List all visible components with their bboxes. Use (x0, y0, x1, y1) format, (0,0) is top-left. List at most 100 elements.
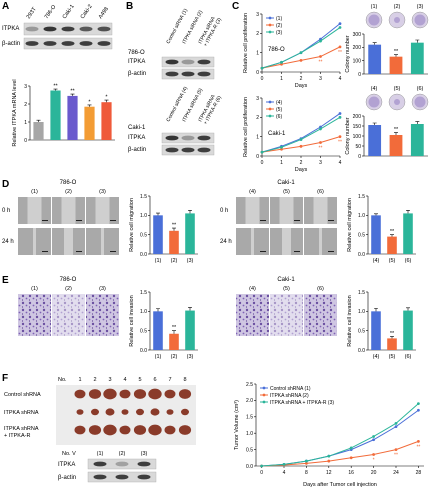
tumor (133, 389, 147, 399)
bar (368, 44, 382, 74)
y-tick-label: 150 (353, 124, 362, 130)
row-label: 0 h (2, 208, 10, 214)
x-tick-label: 1 (280, 76, 283, 82)
tumor (119, 389, 131, 399)
y-tick-label: 0.5 (140, 232, 147, 238)
tumor (164, 425, 176, 435)
y-tick-label: 0 (256, 154, 259, 160)
y-tick-label: 0 (256, 70, 259, 76)
tumor (121, 409, 129, 415)
image-label: (3) (99, 286, 106, 292)
tumor (74, 389, 86, 399)
panel-letter: C (232, 1, 239, 12)
legend-label: (6) (276, 114, 282, 120)
blot-band (137, 474, 151, 480)
blot-column-label: Caki-1 (62, 4, 76, 20)
x-tick-label: 28 (416, 470, 422, 476)
x-tick-label: 0 (261, 76, 264, 82)
bar (185, 310, 195, 350)
blot-row-label: ITPKA (128, 59, 145, 65)
tumor-number: 6 (153, 377, 156, 383)
bar (67, 95, 78, 140)
marker (260, 66, 264, 70)
y-axis-label: Relative ITPKA mRNA level (12, 79, 18, 146)
panel-letter: D (2, 179, 9, 190)
y-tick-label: 0.0 (140, 252, 147, 258)
y-tick-label: 0.0 (358, 252, 365, 258)
significance: ** (70, 89, 75, 95)
blot-band (25, 26, 39, 32)
error-bar (374, 307, 378, 312)
colony-spots (368, 96, 380, 108)
blot-band (165, 135, 179, 141)
scale-bar (42, 251, 48, 252)
blot-band (115, 474, 129, 480)
y-axis-label: Relative cell migration (347, 198, 353, 252)
marker (319, 37, 322, 41)
x-tick-label: 4 (339, 76, 342, 82)
legend-label: (5) (276, 107, 282, 113)
significance: ** (338, 50, 342, 56)
legend-label: (2) (276, 23, 282, 29)
image-label: (2) (65, 286, 72, 292)
scale-bar (76, 251, 82, 252)
wound-gap (101, 228, 104, 255)
number-header: No. (58, 377, 67, 383)
image-label: (2) (65, 189, 72, 195)
x-tick-label: (4) (373, 258, 380, 264)
cell-line-label: Caki-1 (277, 277, 295, 283)
y-axis-label: Relative cell proliferation (243, 97, 249, 157)
blot-band (197, 135, 211, 141)
blot-column-label: 786-O (44, 4, 58, 21)
legend-marker (268, 107, 272, 111)
y-tick-label: 1.0 (358, 309, 365, 315)
tumor (133, 425, 147, 435)
y-tick-label: 0 (24, 138, 27, 144)
legend-marker (262, 400, 266, 404)
x-tick-label: (6) (405, 258, 412, 264)
blot-column-label: (2) (119, 451, 126, 457)
significance: ** (338, 140, 342, 146)
tumor-number: 8 (183, 377, 186, 383)
wound-gap (279, 197, 294, 224)
invasion-image (270, 294, 303, 336)
significance: ** (416, 444, 420, 450)
x-tick-label: 3 (319, 160, 322, 166)
x-axis-label: Days (295, 83, 308, 89)
scale-bar (110, 220, 116, 221)
x-tick-label: (3) (187, 258, 194, 264)
y-tick-label: 2.5 (246, 382, 253, 388)
marker (280, 62, 283, 66)
y-tick-label: 1.5 (246, 415, 253, 421)
blot-band (93, 461, 107, 467)
x-axis-label: Days after Tumor cell injection (303, 482, 377, 488)
bar (389, 135, 403, 156)
bar (33, 122, 44, 140)
blot (161, 132, 215, 144)
significance: ** (394, 453, 398, 459)
y-tick-label: 100 (353, 134, 362, 140)
row-label: ITPKA shRNA (4, 410, 39, 416)
error-bar (87, 104, 92, 107)
scale-bar (260, 220, 266, 221)
x-tick-label: 2 (300, 76, 303, 82)
row-label: 24 h (2, 239, 14, 245)
marker (280, 60, 283, 64)
tumor (76, 409, 84, 415)
blot-band (79, 41, 93, 46)
y-tick-label: 1.5 (358, 290, 365, 296)
cell-line-label: Caki-1 (277, 180, 295, 186)
marker (282, 462, 286, 466)
y-tick-label: 3 (256, 12, 259, 18)
blot-row-label: β-actin (58, 475, 76, 481)
marker (338, 115, 342, 119)
y-tick-label: 200 (353, 45, 362, 51)
legend-marker (262, 393, 266, 397)
tumor (150, 408, 160, 416)
tumor (181, 408, 189, 416)
line (261, 403, 419, 467)
error-bar (372, 122, 377, 125)
y-tick-label: 3 (256, 96, 259, 102)
bar (153, 311, 163, 350)
